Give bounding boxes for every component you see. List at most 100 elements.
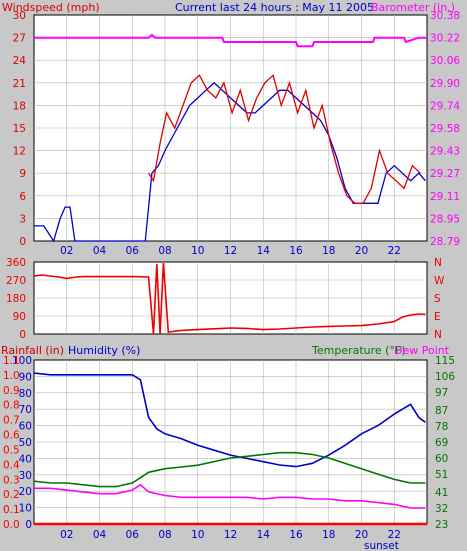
direction-tick-label: 180 [6, 293, 26, 305]
temperature-tick-label: 32 [435, 503, 448, 515]
barometer-tick-label: 29.74 [430, 100, 460, 112]
windspeed-tick-label: 9 [19, 168, 26, 180]
windspeed-tick-label: 24 [13, 55, 27, 67]
sunset-label-bottom: sunset [364, 540, 399, 551]
x-tick-label-top: 16 [289, 245, 303, 257]
rainfall-tick-label: 0.1 [3, 504, 20, 516]
direction-tick-label: 90 [13, 311, 26, 323]
x-tick-label-bottom: 10 [191, 529, 204, 541]
x-tick-label-bottom: 22 [388, 529, 401, 541]
dew-point-line [34, 483, 426, 509]
x-tick-label-top: 20 [355, 245, 368, 257]
x-tick-label-bottom: 08 [158, 529, 171, 541]
barometer-tick-label: 29.90 [430, 78, 460, 90]
rainfall-tick-label: 0.9 [3, 385, 20, 397]
barometer-axis-title: Barometer (in.) [371, 1, 455, 14]
x-tick-label-top: 14 [257, 245, 271, 257]
rainfall-tick-label: 0.6 [3, 430, 20, 442]
dewpoint-axis-title: Dew Point [394, 344, 450, 357]
humidity-tick-label: 40 [19, 453, 32, 465]
rainfall-tick-label: 0.4 [3, 459, 20, 471]
compass-tick-label: N [434, 329, 442, 341]
barometer-tick-label: 29.43 [430, 146, 460, 158]
compass-tick-label: E [434, 311, 441, 323]
humidity-tick-label: 0 [25, 519, 32, 531]
direction-tick-label: 360 [6, 257, 26, 269]
x-tick-label-top: 02 [60, 245, 73, 257]
humidity-tick-label: 10 [19, 503, 32, 515]
windspeed-tick-label: 21 [13, 78, 26, 90]
humidity-tick-label: 20 [19, 486, 32, 498]
x-tick-label-bottom: 16 [289, 529, 303, 541]
x-tick-label-top: 08 [158, 245, 171, 257]
compass-tick-label: W [434, 275, 445, 287]
x-tick-label-top: 06 [126, 245, 140, 257]
windspeed-tick-label: 6 [19, 191, 26, 203]
x-tick-label-bottom: 02 [60, 529, 73, 541]
x-tick-label-bottom: 12 [224, 529, 237, 541]
barometer-tick-label: 29.58 [430, 123, 460, 135]
barometer-tick-label: 29.27 [430, 168, 460, 180]
barometer-tick-label: 30.38 [430, 10, 460, 22]
windspeed-gust-line [148, 74, 421, 204]
temperature-tick-label: 23 [435, 519, 448, 531]
windspeed-tick-label: 30 [13, 10, 26, 22]
windspeed-tick-label: 15 [13, 123, 26, 135]
temperature-tick-label: 97 [435, 387, 448, 399]
temperature-tick-label: 115 [435, 355, 455, 367]
windspeed-tick-label: 12 [13, 146, 26, 158]
barometer-tick-label: 28.95 [430, 213, 460, 225]
barometer-tick-label: 30.06 [430, 55, 460, 67]
rainfall-tick-label: 0.2 [3, 489, 20, 501]
direction-tick-label: 270 [6, 275, 26, 287]
x-tick-label-top: 04 [93, 245, 107, 257]
rainfall-tick-label: 0.0 [3, 519, 20, 531]
temperature-tick-label: 69 [435, 437, 448, 449]
temperature-axis-title: Temperature (°F) [311, 344, 406, 357]
barometer-tick-label: 29.11 [430, 191, 460, 203]
rainfall-tick-label: 0.5 [3, 444, 20, 456]
humidity-line [33, 372, 426, 468]
windspeed-axis-title: Windspeed (mph) [2, 1, 100, 14]
rainfall-tick-label: 0.8 [3, 400, 20, 412]
chart-marks: 03691215182124273028.7928.9529.1129.2729… [3, 10, 460, 541]
windspeed-tick-label: 0 [19, 236, 26, 248]
humidity-tick-label: 60 [19, 421, 32, 433]
temperature-tick-label: 78 [435, 421, 448, 433]
x-tick-label-top: 22 [388, 245, 401, 257]
humidity-axis-title: Humidity (%) [68, 344, 140, 357]
rainfall-tick-label: 0.7 [3, 415, 20, 427]
x-tick-label-bottom: 18 [322, 529, 335, 541]
humidity-tick-label: 70 [19, 404, 32, 416]
humidity-tick-label: 90 [19, 371, 32, 383]
temperature-line [33, 451, 426, 488]
windspeed-tick-label: 27 [13, 33, 26, 45]
x-tick-label-top: 12 [224, 245, 237, 257]
wind-direction-line [33, 262, 426, 335]
barometer-line [34, 33, 427, 48]
rainfall-tick-label: 1.1 [3, 355, 20, 367]
x-tick-label-bottom: 14 [257, 529, 271, 541]
humidity-tick-label: 100 [12, 355, 32, 367]
x-tick-label-top: 18 [322, 245, 335, 257]
temperature-tick-label: 106 [435, 371, 455, 383]
humidity-tick-label: 50 [19, 437, 32, 449]
compass-tick-label: S [434, 293, 441, 305]
temperature-tick-label: 87 [435, 405, 448, 417]
direction-tick-label: 0 [19, 329, 26, 341]
barometer-tick-label: 28.79 [430, 236, 460, 248]
x-tick-label-top: 10 [191, 245, 204, 257]
windspeed-tick-label: 18 [13, 100, 26, 112]
temperature-tick-label: 60 [435, 453, 448, 465]
rainfall-tick-label: 1.0 [3, 370, 20, 382]
barometer-tick-label: 30.22 [430, 33, 460, 45]
humidity-tick-label: 30 [19, 470, 32, 482]
rainfall-tick-label: 0.3 [3, 474, 20, 486]
compass-tick-label: N [434, 257, 442, 269]
temperature-tick-label: 41 [435, 487, 448, 499]
x-tick-label-bottom: 06 [126, 529, 140, 541]
windspeed-tick-label: 3 [19, 213, 26, 225]
rainfall-axis-title: Rainfall (in) [1, 344, 64, 357]
